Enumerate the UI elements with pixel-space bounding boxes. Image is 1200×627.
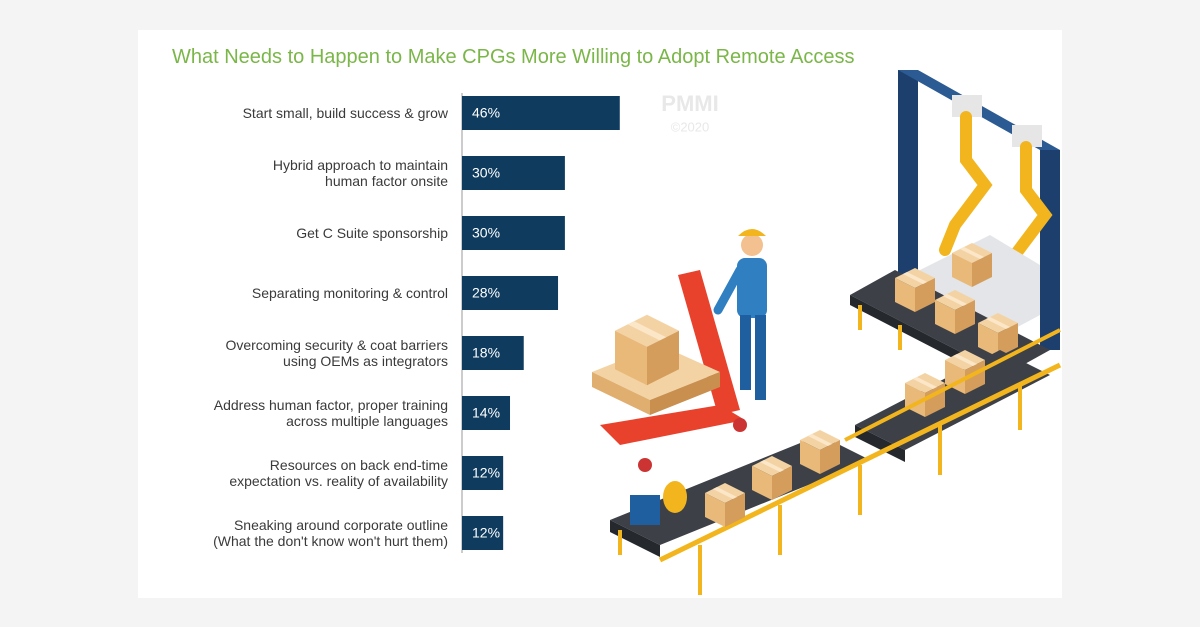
copyright: ©2020 [671, 119, 710, 134]
bar [462, 156, 565, 190]
value-label: 30% [472, 225, 500, 241]
bar [462, 276, 559, 310]
category-label: Overcoming security & coat barriers usin… [225, 337, 448, 369]
value-label: 28% [472, 285, 500, 301]
chart-title: What Needs to Happen to Make CPGs More W… [172, 46, 855, 68]
category-label: Resources on back end-time expectation v… [229, 457, 448, 489]
bar [462, 456, 504, 490]
category-label: Sneaking around corporate outline (What … [213, 517, 448, 549]
value-label: 12% [472, 465, 500, 481]
bar [462, 516, 504, 550]
category-label: Address human factor, proper training ac… [213, 397, 448, 429]
bar [462, 396, 511, 430]
value-label: 18% [472, 345, 500, 361]
category-label: Start small, build success & grow [242, 105, 448, 121]
value-label: 12% [472, 525, 500, 541]
category-label: Hybrid approach to maintain human factor… [272, 157, 448, 189]
category-label: Get C Suite sponsorship [296, 225, 448, 241]
value-label: 46% [472, 105, 500, 121]
value-label: 14% [472, 405, 500, 421]
value-label: 30% [472, 165, 500, 181]
bar [462, 96, 620, 130]
category-label: Separating monitoring & control [251, 285, 448, 301]
watermark: PMMI [661, 91, 718, 116]
illustration [592, 70, 1062, 595]
bar [462, 336, 524, 370]
bar [462, 216, 565, 250]
